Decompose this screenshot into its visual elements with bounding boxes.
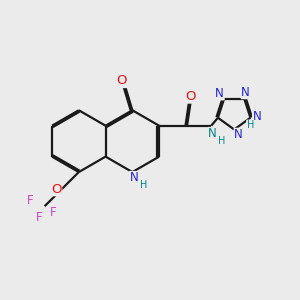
Text: N: N bbox=[253, 110, 261, 123]
Text: N: N bbox=[129, 172, 138, 184]
Text: N: N bbox=[208, 128, 217, 140]
Text: N: N bbox=[215, 87, 224, 100]
Text: H: H bbox=[140, 180, 147, 190]
Text: F: F bbox=[50, 206, 56, 219]
Text: F: F bbox=[27, 194, 34, 207]
Text: O: O bbox=[116, 74, 127, 88]
Text: O: O bbox=[51, 183, 62, 196]
Text: N: N bbox=[234, 128, 243, 141]
Text: N: N bbox=[241, 86, 250, 99]
Text: H: H bbox=[247, 120, 254, 130]
Text: F: F bbox=[35, 211, 42, 224]
Text: O: O bbox=[185, 90, 196, 103]
Text: H: H bbox=[218, 136, 225, 146]
